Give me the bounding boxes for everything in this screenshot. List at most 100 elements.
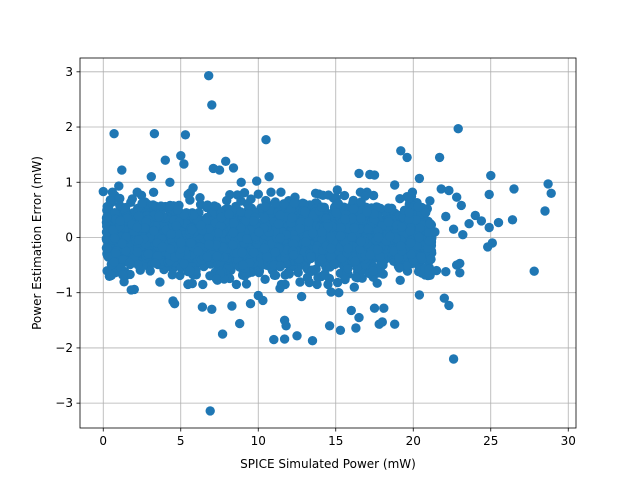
scatter-point [228,227,238,238]
scatter-point [356,236,366,247]
scatter-point [236,223,246,233]
scatter-point [111,248,121,258]
scatter-point [455,268,465,278]
scatter-point [453,124,463,134]
scatter-point [188,210,199,220]
scatter-point [424,236,435,246]
scatter-point [260,274,270,284]
scatter-point [269,334,279,345]
scatter-point [148,187,159,197]
plot-frame [79,57,577,429]
scatter-point [300,206,310,217]
scatter-point [307,336,318,346]
scatter-point [102,243,112,254]
scatter-point [354,312,364,323]
scatter-point [120,202,131,213]
scatter-point [331,208,341,218]
x-tick-label: 0 [99,434,107,448]
scatter-point [323,279,333,290]
scatter-point [295,223,305,234]
scatter-point [396,146,406,156]
scatter-point [403,193,414,203]
scatter-point [146,172,156,182]
scatter-point [133,211,144,221]
scatter-point [296,291,307,302]
scatter-point [402,152,412,163]
scatter-point [470,210,480,221]
x-tick-label: 15 [328,434,343,448]
scatter-point [269,270,280,280]
scatter-point [198,279,208,290]
scatter-point [405,238,416,248]
scatter-point [415,223,425,233]
scatter-point [188,183,198,193]
scatter-point [340,214,350,224]
scatter-point [241,279,252,289]
scatter-point [292,331,302,341]
x-tick-label: 30 [561,434,576,448]
scatter-point [422,243,433,253]
scatter-point [350,256,360,266]
y-tick-label: −1 [55,286,73,300]
scatter-point [172,205,183,215]
x-tick-label: 5 [177,434,185,448]
scatter-point [115,216,125,226]
scatter-point [326,251,336,261]
scatter-point [455,258,465,269]
scatter-point [281,321,291,331]
scatter-point [287,212,297,223]
scatter-point [414,290,425,300]
scatter-point [228,163,239,173]
y-tick-label: 3 [65,65,73,79]
scatter-point [254,227,264,237]
scatter-point [157,242,168,252]
scatter-point [354,168,364,179]
scatter-point [176,151,186,161]
scatter-point [421,207,431,218]
scatter-point [149,129,160,139]
scatter-point [373,232,384,243]
scatter-point [106,270,116,280]
scatter-point [348,195,359,206]
scatter-point [284,269,294,279]
scatter-point [231,279,242,290]
scatter-point [236,196,246,206]
scatter-point [150,258,161,268]
scatter-point [180,130,191,140]
scatter-point [224,209,234,219]
scatter-point [439,293,449,303]
scatter-point [214,165,225,175]
scatter-point [339,190,350,201]
scatter-point [207,304,217,314]
scatter-point [509,184,519,194]
scatter-point [114,181,124,191]
scatter-point [228,240,238,250]
scatter-point [441,211,451,222]
scatter-point [411,215,421,225]
scatter-point [143,249,153,259]
scatter-point [426,254,436,264]
scatter-point [211,274,222,284]
scatter-point [326,287,336,297]
scatter-point [253,189,263,199]
scatter-point [476,216,487,226]
scatter-point [183,279,194,289]
scatter-point [484,222,494,233]
scatter-point [312,279,322,290]
scatter-point [372,244,383,255]
scatter-point [132,222,142,233]
y-axis-label: Power Estimation Error (mW) [30,156,44,330]
scatter-point [334,288,344,298]
scatter-point [221,156,231,166]
scatter-point [115,193,125,204]
scatter-point [436,184,446,194]
scatter-point [102,205,112,215]
scatter-point [383,203,393,213]
scatter-point [117,165,127,175]
scatter-point [185,265,195,276]
scatter-point [365,250,375,260]
scatter-point [416,252,426,262]
scatter-point [348,204,359,214]
scatter-point [424,264,434,275]
